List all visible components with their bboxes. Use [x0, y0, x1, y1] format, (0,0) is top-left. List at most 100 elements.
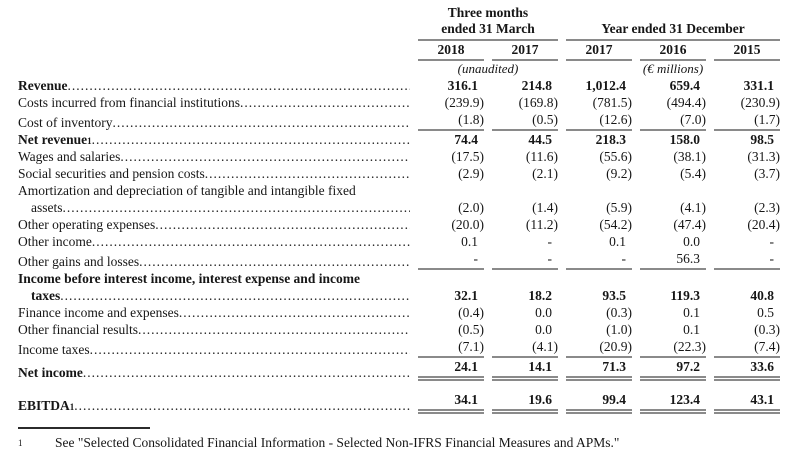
value-cell: (230.9) — [714, 94, 780, 111]
dot-leader — [60, 287, 410, 304]
value-cell: (1.8) — [418, 111, 484, 131]
col-group-line: Year ended 31 December — [601, 21, 745, 36]
value-cell: 33.6 — [714, 358, 781, 381]
value-text: (20.4) — [747, 217, 781, 232]
row-label-leader: Social securities and pension costs — [18, 165, 410, 182]
row-label-text: Net income — [18, 365, 83, 380]
row-label: Other income — [18, 233, 410, 250]
value-cell: (0.3) — [566, 304, 632, 321]
row-label-leader: Net revenue 1 — [18, 131, 410, 148]
row-label-text: Income before interest income, interest … — [18, 271, 360, 286]
dot-leader — [113, 114, 411, 131]
value-text: (55.6) — [599, 149, 632, 164]
row-label: Other gains and losses — [18, 250, 410, 270]
value-text: 97.2 — [676, 359, 700, 374]
row-label-text: Other income — [18, 234, 92, 249]
value-cell: (22.3) — [640, 338, 706, 358]
row-label-text: Revenue — [18, 78, 68, 93]
value-cell: - — [492, 233, 558, 250]
value-text: (2.1) — [532, 166, 558, 181]
value-cell: 218.3 — [566, 131, 632, 148]
value-text: (20.9) — [599, 339, 632, 354]
value-text: (494.4) — [666, 95, 706, 110]
table-row: Wages and salaries (17.5) (11.6) (55.6) (38.… — [18, 148, 780, 165]
value-cell: (7.4) — [714, 338, 781, 358]
value-cell: 0.0 — [492, 304, 558, 321]
value-cell: 14.1 — [492, 358, 558, 381]
value-text: (47.4) — [673, 217, 706, 232]
value-cell: (4.1) — [492, 338, 558, 358]
row-label-leader: Costs incurred from financial institutio… — [18, 94, 410, 111]
row-label: Amortization and depreciation of tangibl… — [18, 182, 410, 216]
table-row: Income taxes (7.1) (4.1) (20.9) (22.3) (7.4) — [18, 338, 781, 358]
col-year-2017: 2017 — [566, 41, 632, 61]
row-label-leader: Revenue — [18, 77, 410, 94]
dot-leader — [139, 253, 410, 270]
value-cell: 0.0 — [640, 233, 706, 250]
row-label-leader: Finance income and expenses — [18, 304, 410, 321]
value-cell: (47.4) — [640, 216, 706, 233]
row-label: Costs incurred from financial institutio… — [18, 94, 410, 111]
row-label-leader: Wages and salaries — [18, 148, 410, 165]
col-year-2016: 2016 — [640, 41, 706, 61]
value-text: 659.4 — [669, 78, 700, 93]
row-label: Other financial results — [18, 321, 410, 338]
row-label-text: Amortization and depreciation of tangibl… — [18, 183, 356, 198]
value-cell: (2.1) — [492, 165, 558, 182]
value-text: 0.0 — [535, 305, 552, 320]
value-text: 33.6 — [750, 359, 775, 374]
col-group-line2: ended 31 March — [441, 21, 535, 36]
value-text: 40.8 — [750, 288, 775, 303]
value-text: (20.0) — [451, 217, 484, 232]
col-group-three-months: Three months ended 31 March — [418, 5, 558, 41]
value-cell: (2.0) — [418, 182, 484, 216]
header-label-spacer — [18, 61, 410, 77]
footnote-text: See "Selected Consolidated Financial Inf… — [55, 435, 620, 450]
value-cell: 99.4 — [566, 391, 632, 414]
value-cell: 119.3 — [640, 270, 706, 304]
row-label-leader: Other income — [18, 233, 410, 250]
row-label-text: Finance income and expenses — [18, 305, 179, 320]
value-text: (3.7) — [754, 166, 781, 181]
dot-leader — [155, 216, 410, 233]
value-cell: 331.1 — [714, 77, 780, 94]
row-label-leader: Cost of inventory — [18, 114, 410, 131]
row-label-text: Net revenue — [18, 132, 88, 147]
value-text: 214.8 — [521, 78, 552, 93]
value-text: (7.0) — [680, 112, 706, 127]
value-text: 0.1 — [609, 234, 626, 249]
value-text: - — [621, 251, 627, 266]
value-text: (7.1) — [458, 339, 484, 354]
row-label: Net income — [18, 358, 410, 381]
value-text: (2.9) — [458, 166, 484, 181]
value-text: (230.9) — [740, 95, 781, 110]
row-label-leader: taxes — [18, 287, 410, 304]
value-text: - — [769, 251, 775, 266]
value-cell: 71.3 — [566, 358, 632, 381]
value-cell: 0.1 — [640, 321, 706, 338]
row-label-text: Social securities and pension costs — [18, 166, 205, 181]
header-group-row: Three months ended 31 March Year ended 3… — [18, 5, 781, 41]
value-text: 98.5 — [750, 132, 775, 147]
row-label-text: Costs incurred from financial institutio… — [18, 95, 240, 110]
value-text: 0.1 — [683, 305, 700, 320]
value-cell: (0.3) — [714, 321, 780, 338]
dot-leader — [120, 148, 410, 165]
dot-leader — [68, 77, 411, 94]
row-label: Wages and salaries — [18, 148, 410, 165]
value-cell: (7.1) — [418, 338, 484, 358]
row-label-text: Income taxes — [18, 342, 90, 357]
col-year-2015: 2015 — [714, 41, 781, 61]
footnote-marker: 1 — [18, 438, 23, 448]
value-text: (0.5) — [458, 322, 484, 337]
value-text: 158.0 — [669, 132, 700, 147]
value-cell: (20.4) — [714, 216, 780, 233]
dot-leader — [205, 165, 410, 182]
value-text: (0.5) — [532, 112, 558, 127]
value-text: 14.1 — [528, 359, 552, 374]
row-label-leader: assets — [18, 199, 410, 216]
value-cell: (17.5) — [418, 148, 484, 165]
value-cell: 98.5 — [714, 131, 780, 148]
row-label-leader: Other financial results — [18, 321, 410, 338]
